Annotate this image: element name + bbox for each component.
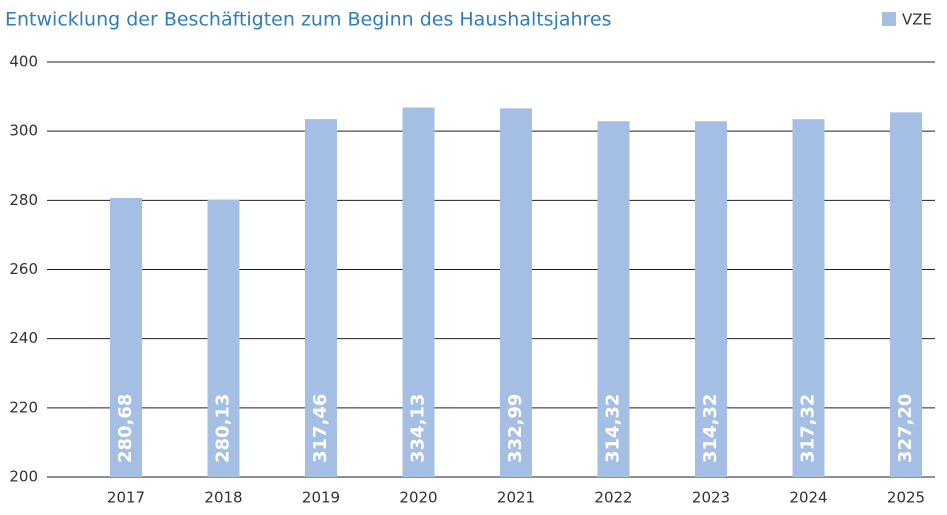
bar: [695, 121, 727, 478]
bar: [890, 112, 922, 477]
value-label: 332,99: [505, 394, 526, 463]
x-tick-label: 2018: [204, 489, 242, 507]
legend-swatch: [882, 12, 896, 26]
value-label: 327,20: [895, 394, 916, 463]
y-tick-label: 200: [9, 468, 38, 486]
value-label: 314,32: [603, 394, 624, 463]
x-tick-label: 2023: [692, 489, 730, 507]
bar: [597, 121, 630, 478]
value-label: 280,68: [115, 394, 136, 463]
x-tick-label: 2020: [399, 489, 437, 507]
value-label: 317,32: [798, 394, 819, 463]
bar: [402, 107, 435, 477]
x-tick-label: 2021: [497, 489, 535, 507]
x-tick-label: 2019: [302, 489, 340, 507]
y-tick-label: 240: [9, 329, 38, 347]
x-tick-label: 2024: [789, 489, 827, 507]
bar: [110, 197, 142, 477]
x-tick-label: 2025: [887, 489, 925, 507]
bar: [500, 108, 532, 478]
legend-label: VZE: [902, 11, 932, 29]
bar: [207, 199, 240, 478]
x-tick-label: 2022: [594, 489, 632, 507]
bar: [305, 119, 337, 478]
chart-title: Entwicklung der Beschäftigten zum Beginn…: [5, 9, 612, 31]
bar: [792, 119, 825, 477]
x-tick-label: 2017: [107, 489, 145, 507]
y-tick-label: 280: [9, 191, 38, 209]
y-tick-label: 400: [9, 53, 38, 71]
value-label: 317,46: [310, 394, 331, 463]
y-tick-label: 300: [9, 122, 38, 140]
value-label: 280,13: [213, 394, 234, 463]
value-label: 334,13: [408, 394, 429, 463]
value-label: 314,32: [700, 394, 721, 463]
y-tick-label: 260: [9, 260, 38, 278]
y-tick-label: 220: [9, 398, 38, 416]
